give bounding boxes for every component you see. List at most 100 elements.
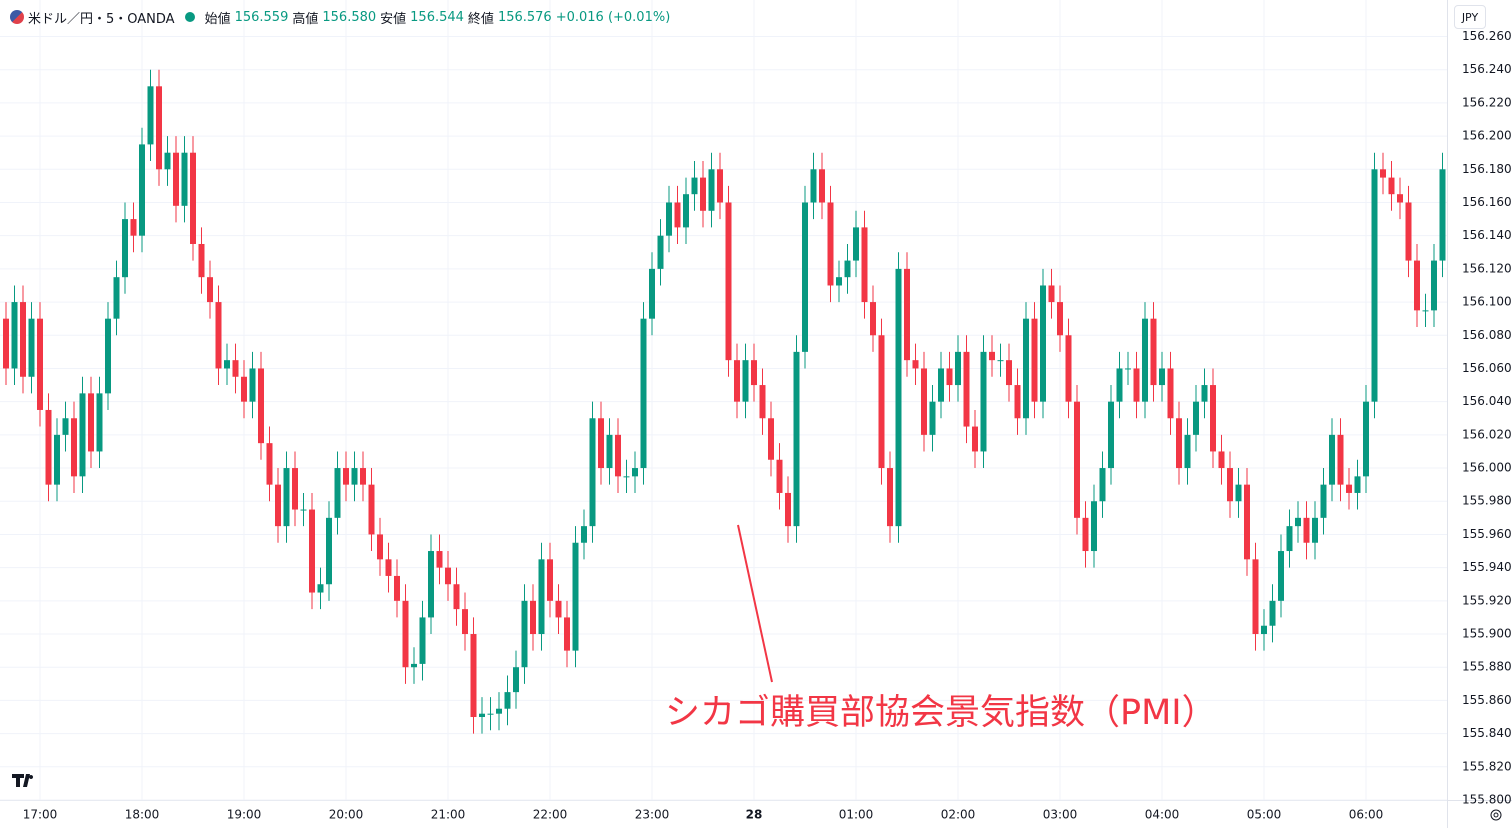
candle-body: [1354, 476, 1361, 493]
candle-body: [1397, 194, 1403, 203]
x-tick-label: 01:00: [839, 808, 874, 822]
candle-body: [71, 418, 77, 477]
candle-body: [1133, 368, 1140, 402]
x-tick-label: 20:00: [329, 808, 364, 822]
candle-body: [734, 360, 740, 402]
candle-body: [20, 302, 26, 377]
change: +0.016 (+0.01%): [555, 9, 671, 25]
candle-body: [283, 468, 290, 527]
candle-body: [241, 376, 247, 402]
candle-body: [45, 409, 52, 485]
candle-body: [249, 368, 256, 402]
candle-body: [793, 351, 800, 527]
candle-body: [1252, 559, 1259, 635]
candle-body: [1371, 169, 1378, 402]
candle-body: [1201, 385, 1208, 402]
y-tick-label: 156.200: [1462, 129, 1512, 143]
candle-body: [1261, 625, 1267, 635]
candle-body: [462, 609, 468, 635]
candle-body: [1244, 484, 1250, 560]
candle-body: [1295, 517, 1301, 527]
candle-body: [1235, 484, 1242, 502]
candle-body: [113, 277, 120, 319]
candle-body: [164, 152, 171, 170]
logo: [12, 774, 34, 787]
y-tick-label: 155.980: [1462, 494, 1512, 508]
candle-body: [776, 459, 783, 493]
y-tick-label: 156.040: [1462, 394, 1512, 408]
candle-body: [1167, 368, 1174, 419]
x-tick-label: 19:00: [227, 808, 262, 822]
ohlc-value: 156.576: [497, 9, 552, 25]
candle-body: [224, 360, 230, 369]
candle-body: [1431, 260, 1437, 311]
settings-icon: [1490, 809, 1502, 821]
x-tick-label: 06:00: [1349, 808, 1384, 822]
candle-body: [1405, 202, 1412, 261]
candle-body: [853, 227, 859, 261]
candle-body: [547, 559, 553, 601]
candle-body: [700, 177, 706, 211]
candle-body: [1227, 468, 1233, 502]
candle-body: [1125, 368, 1131, 370]
candle-body: [1048, 285, 1055, 303]
y-tick-label: 156.100: [1462, 295, 1512, 309]
candle-body: [572, 542, 579, 651]
candle-body: [836, 277, 842, 286]
candle-body: [691, 177, 698, 195]
candle-body: [479, 713, 485, 718]
y-tick-label: 156.180: [1462, 162, 1512, 176]
candle-body: [190, 152, 196, 244]
candle-body: [428, 551, 434, 618]
status-dot: [184, 12, 195, 22]
candle-body: [759, 385, 766, 419]
x-tick-label: 05:00: [1247, 808, 1282, 822]
annotation: シカゴ購買部協会景気指数（PMI）: [665, 693, 1217, 733]
candle-body: [929, 401, 936, 435]
y-tick-label: 155.840: [1462, 726, 1512, 740]
candle-body: [326, 517, 332, 585]
candle-body: [1116, 368, 1123, 402]
candle-body: [1439, 169, 1446, 261]
candle-body: [1346, 484, 1352, 493]
candles: [3, 69, 1446, 734]
candle-body: [156, 86, 162, 170]
x-tick-label: 02:00: [941, 808, 976, 822]
candle-body: [1031, 318, 1038, 402]
candle-body: [785, 492, 791, 527]
candle-body: [887, 468, 893, 527]
x-tick-label: 04:00: [1145, 808, 1180, 822]
y-tick-label: 156.080: [1462, 328, 1512, 342]
y-tick-label: 156.060: [1462, 361, 1512, 375]
candle-body: [640, 318, 647, 469]
candle-body: [810, 169, 817, 203]
candle-body: [980, 351, 987, 452]
candle-body: [37, 318, 43, 410]
candle-body: [623, 476, 630, 478]
currency-button[interactable]: JPY: [1454, 5, 1486, 29]
candle-body: [513, 667, 519, 693]
candle-body: [258, 368, 264, 444]
x-tick-label: 23:00: [635, 808, 670, 822]
candle-body: [334, 468, 341, 518]
ohlc-value: 156.580: [322, 9, 377, 25]
header: 米ドル／円・5・OANDA 始値 156.559 高値 156.580 安値 156.…: [0, 0, 670, 34]
symbol[interactable]: 米ドル／円・5・OANDA: [28, 11, 175, 27]
y-tick-label: 156.160: [1462, 195, 1512, 209]
candle-body: [300, 509, 307, 511]
ohlc-label: 終値: [467, 11, 494, 27]
candle-body: [215, 302, 222, 369]
candle-body: [139, 144, 145, 236]
candle-body: [1210, 385, 1216, 452]
candle-body: [96, 393, 103, 452]
candle-body: [28, 318, 35, 377]
candle-body: [632, 468, 638, 477]
candle-body: [564, 617, 570, 651]
candle-body: [581, 526, 587, 543]
candle-body: [54, 434, 60, 485]
candle-body: [1269, 600, 1276, 626]
candle-body: [232, 360, 239, 377]
candle-body: [147, 86, 154, 145]
